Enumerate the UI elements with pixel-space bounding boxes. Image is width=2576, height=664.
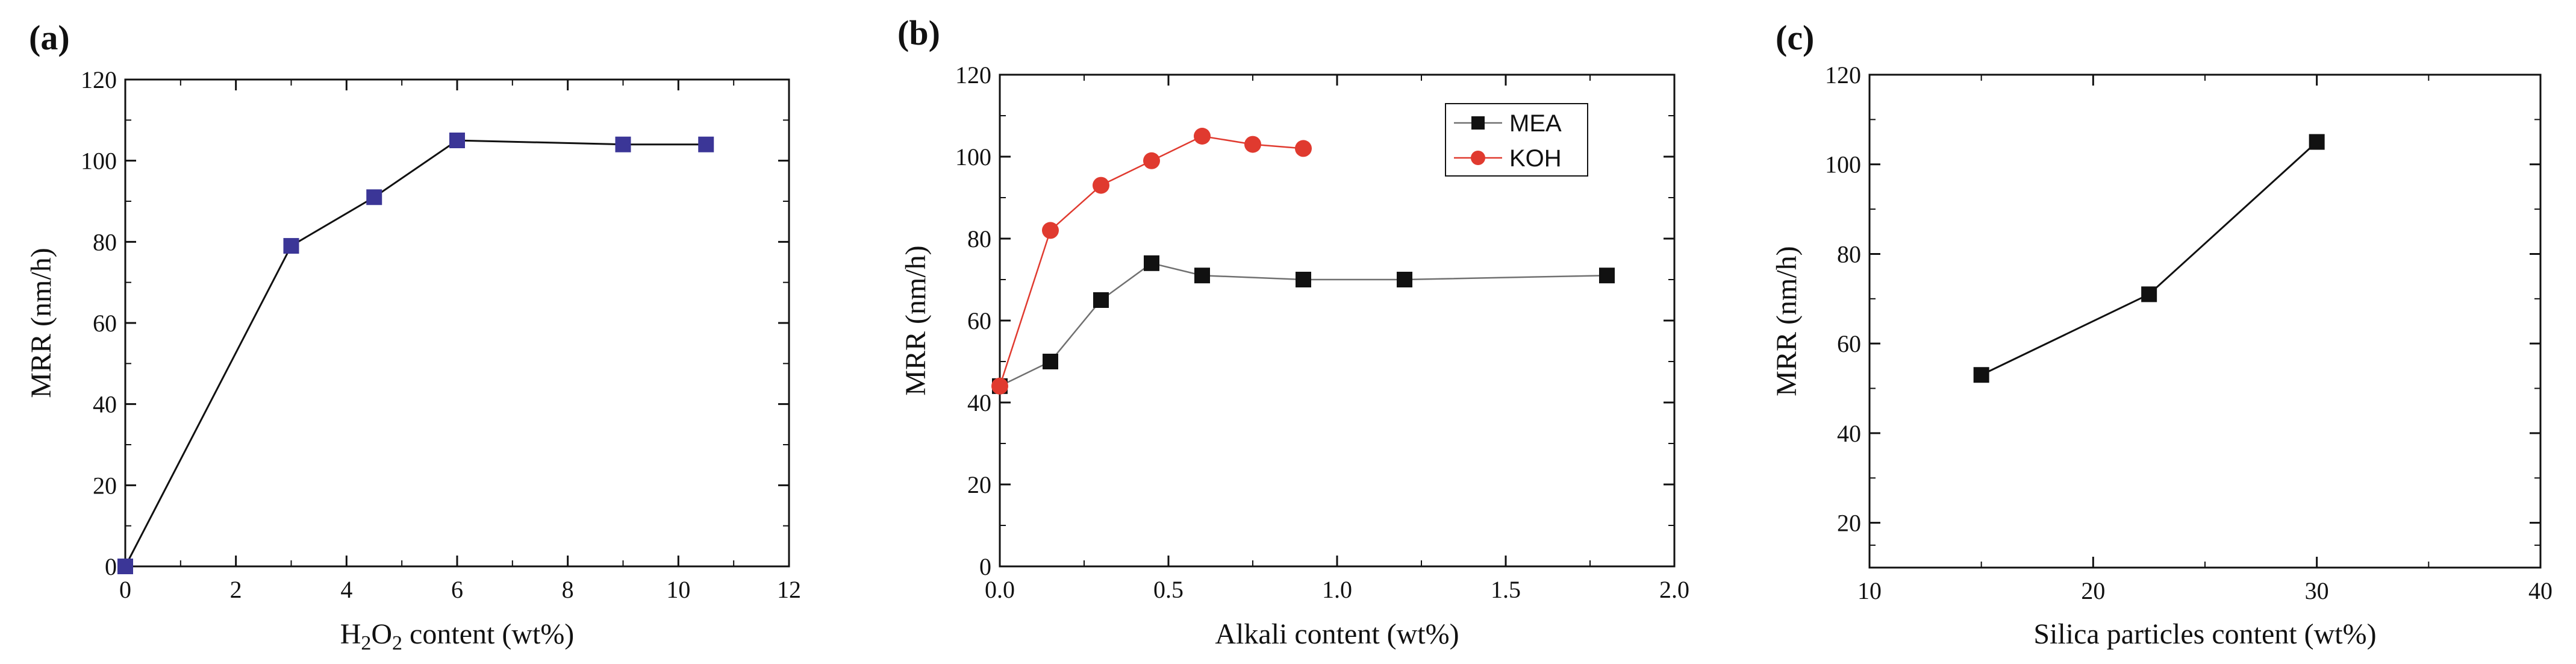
x-tick-label: 20	[2081, 577, 2105, 604]
x-axis-label-part: H	[340, 618, 361, 650]
data-point-mea	[1043, 354, 1058, 369]
y-tick-label: 80	[967, 225, 991, 252]
y-tick-label: 80	[1837, 240, 1861, 268]
data-point-mea	[1194, 268, 1210, 284]
data-point-mrr	[2141, 286, 2157, 302]
data-point-mea	[1599, 268, 1615, 284]
y-tick-label: 40	[1837, 420, 1861, 447]
data-point-mrr	[366, 189, 382, 205]
x-axis-label-part: O	[371, 618, 392, 650]
panel-a-label: (a)	[29, 18, 70, 57]
data-point-mrr	[1973, 367, 1989, 383]
data-point-koh	[1093, 177, 1109, 194]
data-point-koh	[1295, 140, 1312, 157]
data-point-mrr	[2309, 134, 2325, 150]
data-point-mrr	[449, 133, 465, 148]
chart-panel-b: 0.0 0.5 1.0 1.5 2.0 0 20 40 60 80 100 120 MRR (nm/h)…	[900, 61, 1689, 650]
data-point-mrr	[117, 559, 133, 574]
legend-label-mea: MEA	[1509, 110, 1562, 137]
y-tick-label: 100	[1825, 151, 1861, 178]
x-axis-label-subscript: 2	[392, 632, 402, 654]
x-tick-label: 1.0	[1322, 576, 1352, 603]
x-tick-label: 6	[451, 576, 463, 603]
y-tick-label: 20	[93, 472, 117, 499]
series-line-mrr	[1981, 141, 2318, 376]
y-tick-label: 40	[967, 389, 991, 416]
x-tick-label: 1.5	[1491, 576, 1521, 603]
x-axis-label-subscript: 2	[361, 632, 371, 654]
x-tick-label: 2.0	[1659, 576, 1689, 603]
x-tick-label: 8	[562, 576, 574, 603]
data-point-mea	[1093, 292, 1109, 308]
data-point-koh	[991, 377, 1008, 395]
legend-marker-koh	[1471, 151, 1485, 165]
y-tick-label: 0	[979, 553, 991, 580]
y-tick-label: 60	[1837, 330, 1861, 357]
x-tick-label: 0.5	[1153, 576, 1184, 603]
x-axis-label: H2O2 content (wt%)	[340, 618, 575, 654]
data-point-mrr	[615, 136, 631, 152]
y-axis-label: MRR (nm/h)	[1771, 246, 1803, 396]
x-tick-label: 4	[340, 576, 352, 603]
series-line-mea	[999, 262, 1608, 387]
x-tick-label: 10	[1857, 577, 1882, 604]
x-axis-label: Alkali content (wt%)	[1215, 618, 1459, 650]
data-point-mea	[1296, 272, 1311, 287]
data-point-koh	[1143, 152, 1160, 169]
legend-box	[1445, 103, 1588, 177]
series-line-mrr	[124, 139, 706, 567]
y-tick-label: 120	[81, 66, 117, 93]
x-tick-label: 0.0	[985, 576, 1015, 603]
x-tick-label: 2	[230, 576, 242, 603]
legend-marker-mea	[1471, 116, 1485, 130]
x-axis-label-part: content (wt%)	[402, 618, 574, 650]
y-tick-label: 120	[955, 61, 991, 89]
x-axis-label: Silica particles content (wt%)	[2033, 618, 2376, 650]
legend-label-koh: KOH	[1509, 145, 1562, 172]
panel-b-label: (b)	[897, 13, 940, 52]
x-tick-label: 10	[666, 576, 690, 603]
chart-panel-c: 10 20 30 40 20 40 60 80 100 120 MRR (nm/h) Silica p…	[1771, 61, 2553, 650]
data-point-koh	[1042, 222, 1059, 239]
y-tick-label: 100	[81, 148, 117, 175]
data-point-koh	[1194, 128, 1211, 145]
data-point-mrr	[698, 136, 714, 152]
y-tick-label: 0	[105, 553, 117, 580]
y-tick-label: 20	[1837, 510, 1861, 537]
data-point-mea	[1397, 272, 1412, 287]
y-tick-label: 60	[93, 310, 117, 337]
plot-frame	[1868, 74, 2542, 569]
x-tick-label: 0	[119, 576, 131, 603]
data-point-koh	[1244, 136, 1261, 153]
y-axis-label: MRR (nm/h)	[25, 248, 57, 398]
plot-frame	[124, 78, 790, 568]
y-axis-label: MRR (nm/h)	[900, 245, 932, 395]
y-tick-label: 20	[967, 471, 991, 498]
x-tick-label: 40	[2528, 577, 2553, 604]
y-tick-label: 120	[1825, 61, 1861, 89]
data-point-mrr	[283, 238, 299, 254]
data-point-mea	[1144, 255, 1159, 271]
y-tick-label: 60	[967, 307, 991, 334]
y-tick-label: 80	[93, 228, 117, 255]
x-tick-label: 30	[2305, 577, 2329, 604]
y-tick-label: 100	[955, 143, 991, 171]
y-tick-label: 40	[93, 391, 117, 418]
panel-c-label: (c)	[1776, 18, 1814, 57]
x-tick-label: 12	[777, 576, 801, 603]
